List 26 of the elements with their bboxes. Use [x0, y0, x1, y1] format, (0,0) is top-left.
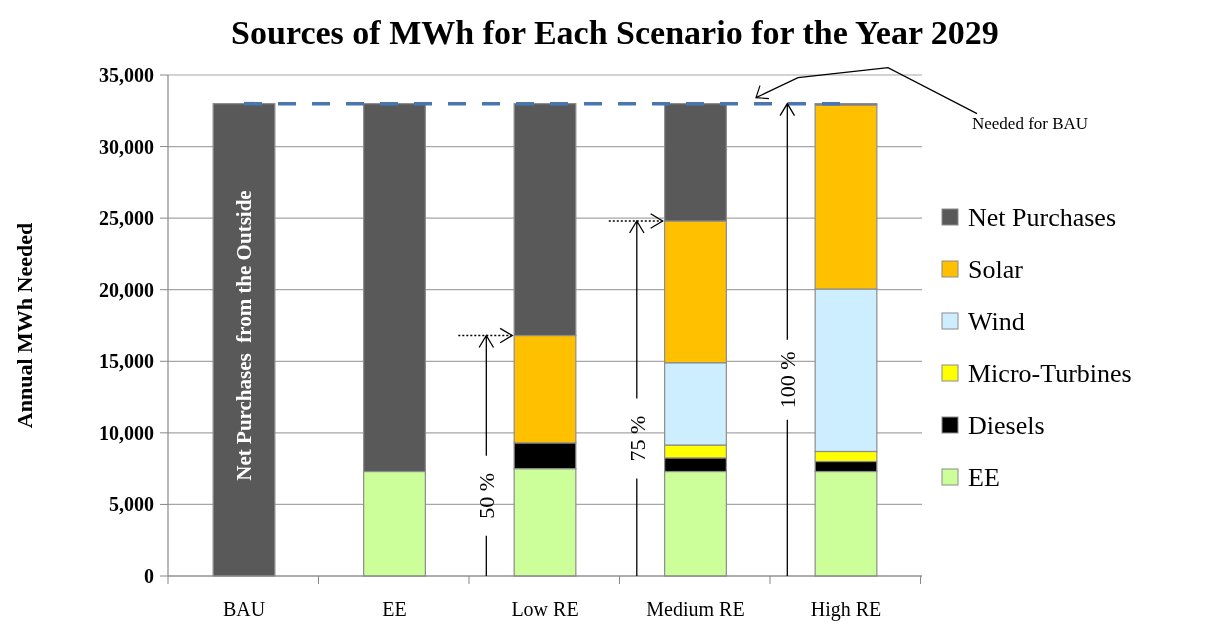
x-tick-label: Medium RE [646, 598, 745, 620]
legend-label: Net Purchases [968, 203, 1117, 233]
legend-label: Wind [968, 307, 1025, 337]
y-tick-label: 35,000 [99, 64, 154, 86]
y-tick-label: 0 [144, 565, 154, 587]
y-tick-label: 15,000 [99, 350, 154, 373]
y-tick-label: 30,000 [99, 135, 154, 158]
annotation: 75 % [624, 415, 650, 462]
annotation: Net Purchases from the Outside [232, 190, 256, 481]
y-tick-label: 20,000 [99, 278, 154, 301]
x-tick-label: BAU [222, 598, 266, 620]
x-tick-label: Low RE [511, 598, 579, 620]
x-tick-label: EE [382, 598, 407, 620]
legend-label: EE [968, 463, 1000, 493]
legend-label: Micro-Turbines [968, 359, 1132, 389]
y-tick-label: 25,000 [99, 207, 154, 230]
y-tick-label: 10,000 [99, 421, 154, 444]
chart-title: Sources of MWh for Each Scenario for the Year 2029 [231, 14, 999, 51]
legend-label: Solar [968, 255, 1024, 285]
annotation: 100 % [775, 351, 801, 409]
annotation: 50 % [474, 472, 500, 519]
x-tick-label: High RE [810, 598, 882, 621]
ref-line-label: Needed for BAU [972, 114, 1089, 134]
legend-label: Diesels [968, 411, 1045, 441]
y-tick-label: 5,000 [109, 493, 154, 516]
y-axis-title: Annual MWh Needed [12, 222, 37, 429]
